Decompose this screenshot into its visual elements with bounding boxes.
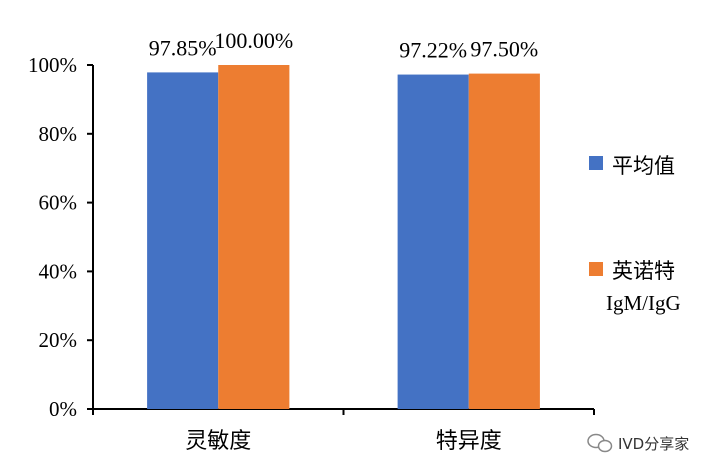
watermark: IVD分享家 [587,433,689,453]
legend-label-series-2-line-1: 英诺特 [612,259,675,283]
y-tick-label: 20% [39,328,78,352]
y-tick-label: 100% [28,53,77,77]
y-tick-label: 80% [39,122,78,146]
data-label: 97.85% [149,35,217,60]
bar [468,73,540,409]
legend-label-series-1: 平均值 [612,154,675,178]
x-category-label: 灵敏度 [185,429,251,454]
wechat-icon [587,433,613,453]
bar [147,72,219,410]
data-label: 100.00% [214,28,293,53]
y-tick-label: 40% [39,259,78,283]
x-category-label: 特异度 [436,429,502,454]
legend-label-series-2-line-2: IgM/IgG [606,291,681,315]
x-tick-group: 灵敏度 特异度 [92,409,595,454]
bar [218,65,290,409]
data-label: 97.50% [470,37,538,62]
bar-group [147,65,540,410]
y-tick-label: 0% [49,397,77,421]
y-tick-label: 60% [39,191,78,215]
watermark-text: IVD分享家 [618,435,689,453]
legend-swatch-series-2 [589,262,603,276]
y-tick-group: 0% 20% 40% 60% 80% 100% [28,53,93,421]
legend-swatch-series-1 [589,156,603,170]
data-label-group: 97.85%100.00% 97.22% 97.50% [149,28,538,63]
data-label: 97.22% [399,38,467,63]
bar [397,74,469,409]
legend: 平均值 英诺特 IgM/IgG [589,154,681,315]
